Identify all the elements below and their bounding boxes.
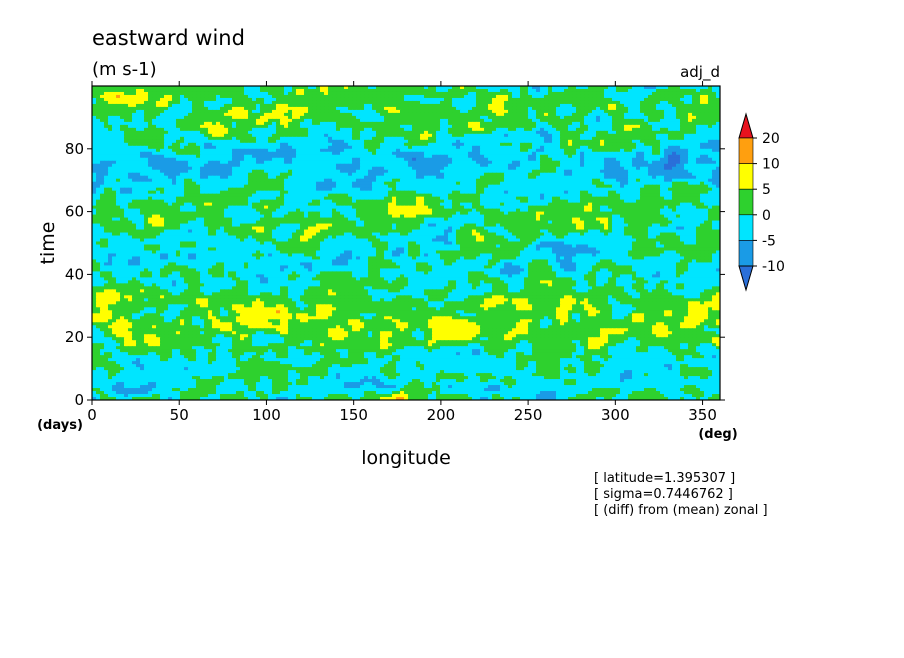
colorbar-segment: [739, 189, 753, 215]
x-tick-label: 100: [252, 406, 281, 424]
y-axis-label: time: [37, 222, 59, 265]
x-tick-label: 350: [688, 406, 717, 424]
x-axis-label: longitude: [361, 447, 451, 469]
x-tick-label: 150: [339, 406, 368, 424]
x-tick-label: 50: [170, 406, 189, 424]
heatmap-field: [92, 86, 721, 401]
colorbar-label: 0: [762, 208, 771, 224]
x-axis-unit: (deg): [698, 427, 737, 442]
colorbar-label: 20: [762, 131, 780, 147]
annotation-diff: [ (diff) from (mean) zonal ]: [594, 503, 768, 518]
y-axis-unit: (days): [37, 418, 83, 433]
colorbar-segment: [739, 215, 753, 241]
x-tick-label: 250: [514, 406, 543, 424]
colorbar-label: -5: [762, 233, 776, 249]
y-tick-label: 80: [65, 140, 84, 158]
colorbar-label: -10: [762, 259, 785, 275]
y-tick-label: 0: [74, 391, 84, 409]
chart-units: (m s-1): [92, 59, 157, 80]
y-tick-label: 40: [65, 265, 84, 283]
colorbar-segment: [739, 138, 753, 164]
x-tick-label: 200: [427, 406, 456, 424]
colorbar-label: 5: [762, 182, 771, 198]
colorbar: 20 10 5 0 -5 -10: [739, 114, 785, 290]
y-tick-label: 20: [65, 328, 84, 346]
colorbar-segment: [739, 164, 753, 190]
x-tick-label: 300: [601, 406, 630, 424]
colorbar-arrow-min: [739, 266, 753, 290]
chart-title: eastward wind: [92, 26, 245, 50]
y-tick-label: 60: [65, 203, 84, 221]
colorbar-arrow-max: [739, 114, 753, 138]
colorbar-label: 10: [762, 157, 780, 173]
annotation-sigma: [ sigma=0.7446762 ]: [594, 487, 733, 502]
colorbar-segment: [739, 240, 753, 266]
x-tick-label: 0: [87, 406, 97, 424]
run-label: adj_d: [680, 63, 720, 82]
annotation-latitude: [ latitude=1.395307 ]: [594, 471, 735, 486]
